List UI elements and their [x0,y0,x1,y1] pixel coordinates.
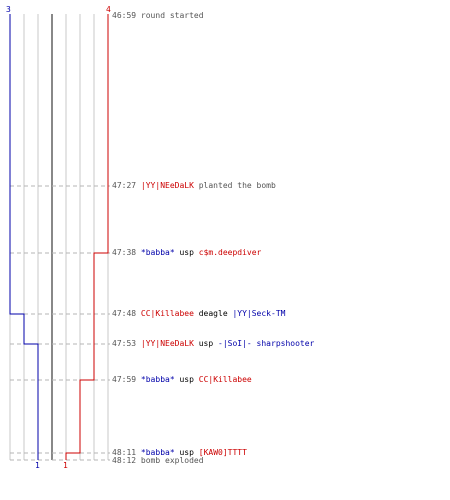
weapon-name: usp [179,448,194,457]
player-grid [9,14,109,460]
event-text: bomb exploded [140,456,204,465]
victim-name: -|SoI|- sharpshooter [218,339,315,348]
event-kill: 47:48 CC|Killabee deagle |YY|Seck-TM [112,309,285,318]
weapon-name: usp [198,339,214,348]
event-kill: 48:11 *babba* usp [KAW0]TTTT [112,448,247,457]
event-time: 46:59 [112,11,137,20]
killer-name: *babba* [140,448,175,457]
t-alive-line [65,14,109,460]
ct-start-count: 3 [6,5,11,14]
event-kill: 47:59 *babba* usp CC|Killabee [112,375,252,384]
player-name-t: |YY|NEeDaLK [140,181,194,190]
event-time: 48:12 [112,456,137,465]
event-text: round started [140,11,204,20]
t-start-count: 4 [106,5,111,14]
event-round-started: 46:59 round started [112,11,204,20]
victim-name: c$m.deepdiver [198,248,262,257]
event-time: 47:53 [112,339,137,348]
event-time: 47:38 [112,248,137,257]
killer-name: *babba* [140,375,175,384]
victim-name: [KAW0]TTTT [198,448,247,457]
event-time: 47:48 [112,309,137,318]
ct-end-count: 1 [35,461,40,470]
weapon-name: deagle [198,309,228,318]
killer-name: *babba* [140,248,175,257]
event-kill: 47:38 *babba* usp c$m.deepdiver [112,248,261,257]
event-text: planted the bomb [198,181,276,190]
event-bomb-exploded: 48:12 bomb exploded [112,456,204,465]
event-bomb-planted: 47:27 |YY|NEeDaLK planted the bomb [112,181,276,190]
weapon-name: usp [179,248,194,257]
event-time: 47:59 [112,375,137,384]
weapon-name: usp [179,375,194,384]
killer-name: |YY|NEeDaLK [140,339,194,348]
event-time: 47:27 [112,181,137,190]
victim-name: CC|Killabee [198,375,252,384]
event-time: 48:11 [112,448,137,457]
t-end-count: 1 [63,461,68,470]
killer-name: CC|Killabee [140,309,194,318]
event-kill: 47:53 |YY|NEeDaLK usp -|SoI|- sharpshoot… [112,339,314,348]
event-guides [10,185,110,461]
ct-alive-line [9,14,39,460]
victim-name: |YY|Seck-TM [232,309,286,318]
